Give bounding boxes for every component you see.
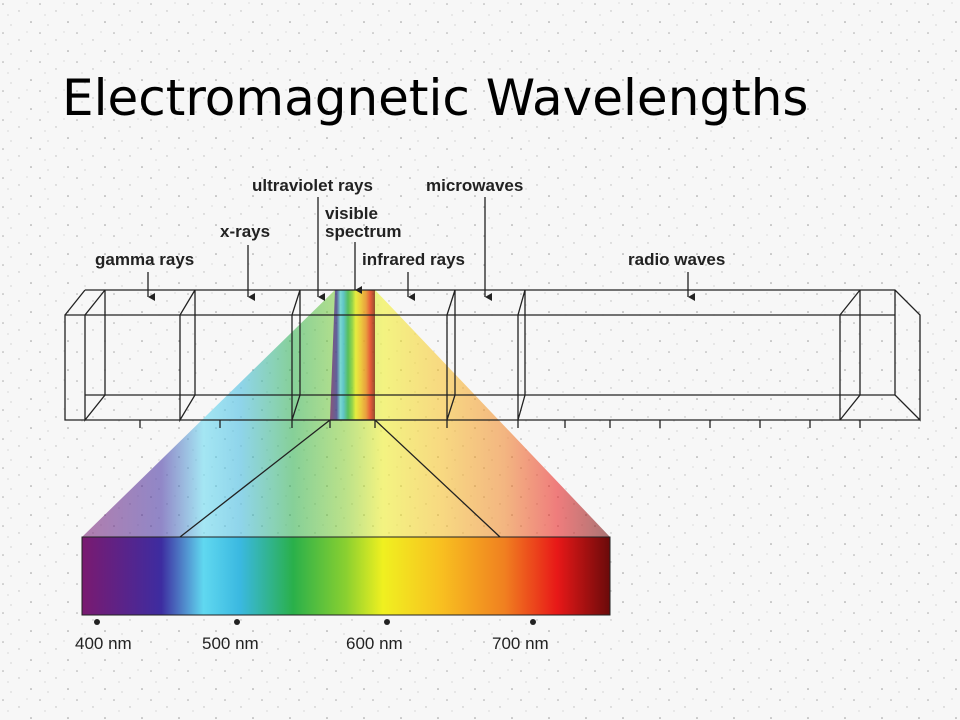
- band-label: ultraviolet rays: [252, 176, 373, 195]
- scale-label: 500 nm: [202, 634, 259, 653]
- scale-label: 600 nm: [346, 634, 403, 653]
- band-label: visible: [325, 204, 378, 223]
- title: Electromagnetic Wavelengths: [62, 69, 808, 127]
- band-label: gamma rays: [95, 250, 194, 269]
- scale-label: 700 nm: [492, 634, 549, 653]
- visible-slice: [330, 290, 375, 420]
- band-label: x-rays: [220, 222, 270, 241]
- band-label: infrared rays: [362, 250, 465, 269]
- band-label: radio waves: [628, 250, 725, 269]
- band-label: microwaves: [426, 176, 523, 195]
- scale: [94, 619, 536, 625]
- wave-bar: [64, 289, 921, 428]
- scale-label: 400 nm: [75, 634, 132, 653]
- spectrum-bar: [81, 536, 611, 616]
- band-label: spectrum: [325, 222, 402, 241]
- arrows: [147, 197, 695, 301]
